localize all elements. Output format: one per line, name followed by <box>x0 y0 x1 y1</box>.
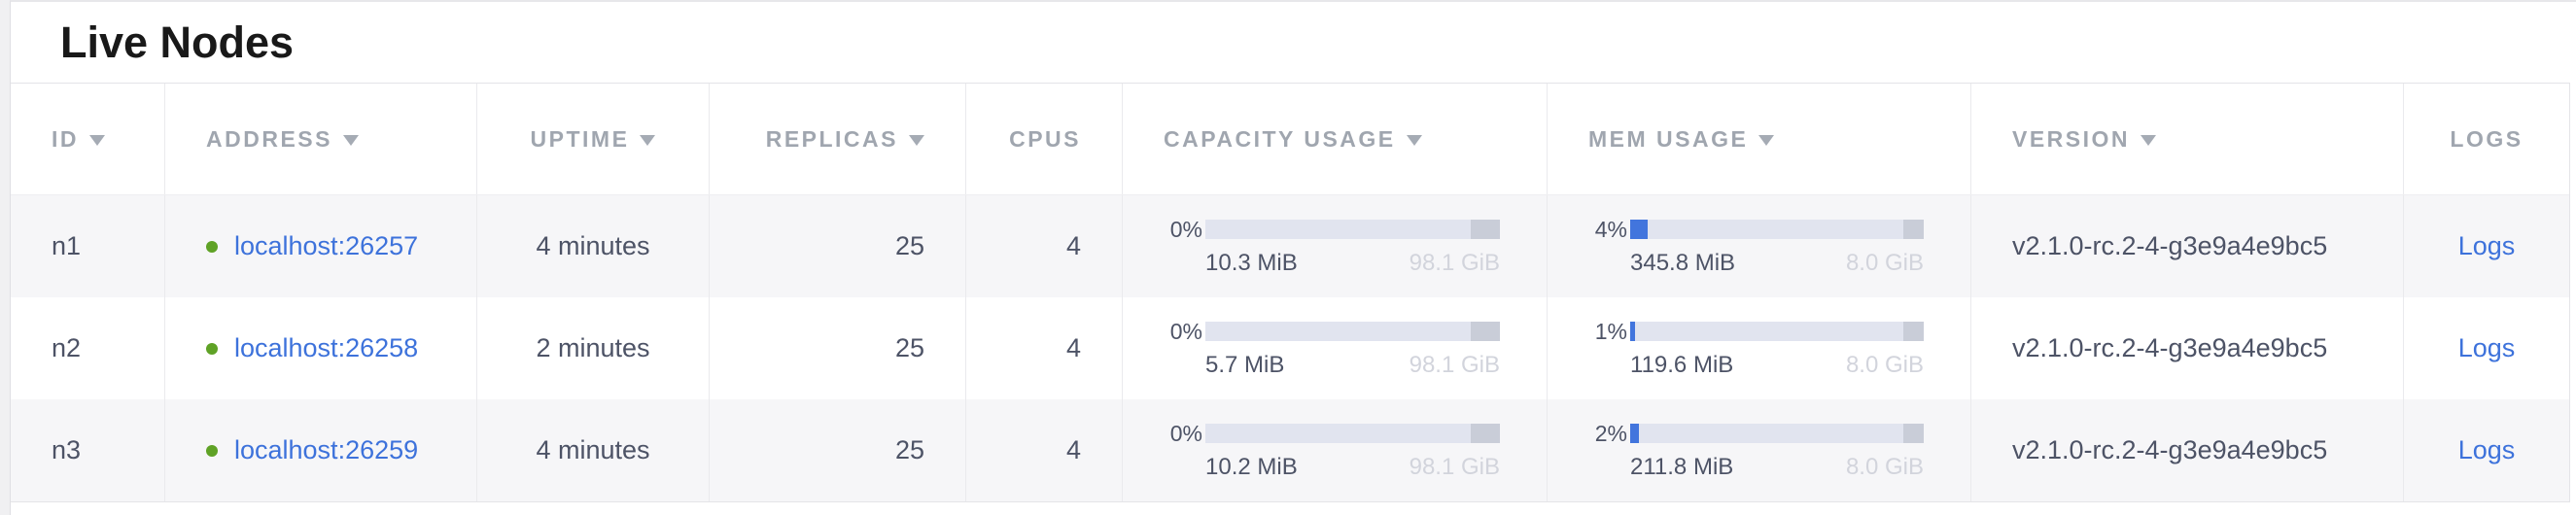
node-address-link[interactable]: localhost:26259 <box>234 435 419 464</box>
capacity-bar-other <box>1470 424 1500 443</box>
logs-link[interactable]: Logs <box>2457 333 2516 362</box>
capacity-percent: 0% <box>1169 420 1202 446</box>
replicas-cell: 25 <box>709 195 965 297</box>
column-header-version[interactable]: VERSION <box>1970 84 2403 194</box>
column-header-cpus: CPUS <box>965 84 1122 194</box>
mem-bar-fill <box>1630 424 1640 443</box>
mem-used-label: 211.8 MiB <box>1630 453 1734 480</box>
sort-arrow-icon <box>640 135 656 146</box>
live-nodes-table: ID ADDRESS UPTIME REPLICAS CPUS CAPACITY… <box>11 83 2570 502</box>
capacity-bar <box>1205 322 1500 341</box>
node-address-cell: localhost:26258 <box>164 297 476 399</box>
column-header-mem-usage[interactable]: MEM USAGE <box>1547 84 1970 194</box>
version-cell: v2.1.0-rc.2-4-g3e9a4e9bc5 <box>1970 297 2403 399</box>
capacity-total-label: 98.1 GiB <box>1409 249 1500 276</box>
sort-arrow-icon <box>1758 135 1775 146</box>
content-panel: Live Nodes ID ADDRESS UPTIME REPLICAS CP… <box>10 0 2576 515</box>
capacity-used-label: 10.3 MiB <box>1205 249 1298 276</box>
capacity-bar <box>1205 220 1500 239</box>
cpus-cell: 4 <box>965 297 1122 399</box>
table-row: n2 localhost:26258 2 minutes 25 4 0% <box>11 297 2569 399</box>
mem-percent: 1% <box>1594 318 1627 344</box>
node-address-link[interactable]: localhost:26257 <box>234 231 419 260</box>
mem-bar-other <box>1902 322 1924 341</box>
table-row: n1 localhost:26257 4 minutes 25 4 0% <box>11 195 2569 297</box>
node-id-cell: n1 <box>52 231 82 260</box>
mem-bar <box>1630 220 1924 239</box>
version-cell: v2.1.0-rc.2-4-g3e9a4e9bc5 <box>1970 399 2403 501</box>
mem-usage-cell: 2% 211.8 MiB 8.0 GiB <box>1547 399 1970 501</box>
table-row: n3 localhost:26259 4 minutes 25 4 0% <box>11 399 2569 501</box>
sort-arrow-icon <box>909 135 924 146</box>
capacity-usage-cell: 0% 10.3 MiB 98.1 GiB <box>1122 195 1547 297</box>
replicas-cell: 25 <box>709 297 965 399</box>
logs-cell: Logs <box>2403 399 2569 501</box>
column-header-logs: LOGS <box>2403 84 2569 194</box>
node-address-cell: localhost:26257 <box>164 195 476 297</box>
column-header-uptime[interactable]: UPTIME <box>476 84 709 194</box>
mem-bar-fill <box>1630 322 1635 341</box>
live-status-icon <box>206 240 218 253</box>
logs-cell: Logs <box>2403 195 2569 297</box>
uptime-cell: 2 minutes <box>476 297 709 399</box>
capacity-usage-cell: 0% 5.7 MiB 98.1 GiB <box>1122 297 1547 399</box>
node-address-link[interactable]: localhost:26258 <box>234 333 419 362</box>
live-status-icon <box>206 342 218 355</box>
replicas-cell: 25 <box>709 399 965 501</box>
node-address-cell: localhost:26259 <box>164 399 476 501</box>
mem-total-label: 8.0 GiB <box>1845 351 1924 378</box>
logs-link[interactable]: Logs <box>2457 435 2516 464</box>
sort-arrow-icon <box>342 135 359 146</box>
mem-total-label: 8.0 GiB <box>1845 453 1924 480</box>
node-id-cell: n2 <box>52 333 82 362</box>
live-status-icon <box>206 444 218 457</box>
cpus-cell: 4 <box>965 399 1122 501</box>
title-bar: Live Nodes <box>11 2 2576 83</box>
column-header-id[interactable]: ID <box>11 84 164 194</box>
logs-cell: Logs <box>2403 297 2569 399</box>
capacity-percent: 0% <box>1169 318 1202 344</box>
mem-percent: 2% <box>1594 420 1627 446</box>
capacity-percent: 0% <box>1169 216 1202 242</box>
column-header-address[interactable]: ADDRESS <box>164 84 476 194</box>
mem-total-label: 8.0 GiB <box>1845 249 1924 276</box>
capacity-bar-other <box>1470 322 1500 341</box>
sort-arrow-icon <box>1406 135 1422 146</box>
version-cell: v2.1.0-rc.2-4-g3e9a4e9bc5 <box>1970 195 2403 297</box>
mem-bar-other <box>1902 220 1924 239</box>
node-id-cell: n3 <box>52 435 82 464</box>
mem-usage-cell: 4% 345.8 MiB 8.0 GiB <box>1547 195 1970 297</box>
logs-link[interactable]: Logs <box>2457 231 2516 260</box>
sort-arrow-icon <box>2141 135 2157 146</box>
cpus-cell: 4 <box>965 195 1122 297</box>
uptime-cell: 4 minutes <box>476 195 709 297</box>
capacity-bar <box>1205 424 1500 443</box>
capacity-total-label: 98.1 GiB <box>1409 453 1500 480</box>
mem-used-label: 119.6 MiB <box>1630 351 1734 378</box>
capacity-used-label: 10.2 MiB <box>1205 453 1298 480</box>
mem-percent: 4% <box>1594 216 1627 242</box>
table-header-row: ID ADDRESS UPTIME REPLICAS CPUS CAPACITY… <box>11 84 2569 195</box>
mem-bar-fill <box>1630 220 1649 239</box>
column-header-replicas[interactable]: REPLICAS <box>709 84 965 194</box>
uptime-cell: 4 minutes <box>476 399 709 501</box>
capacity-total-label: 98.1 GiB <box>1409 351 1500 378</box>
page-title: Live Nodes <box>60 17 295 67</box>
mem-used-label: 345.8 MiB <box>1630 249 1736 276</box>
capacity-bar-other <box>1470 220 1500 239</box>
capacity-usage-cell: 0% 10.2 MiB 98.1 GiB <box>1122 399 1547 501</box>
mem-bar <box>1630 322 1924 341</box>
mem-usage-cell: 1% 119.6 MiB 8.0 GiB <box>1547 297 1970 399</box>
capacity-used-label: 5.7 MiB <box>1205 351 1285 378</box>
mem-bar <box>1630 424 1924 443</box>
column-header-capacity-usage[interactable]: CAPACITY USAGE <box>1122 84 1547 194</box>
sort-arrow-icon <box>89 135 105 146</box>
mem-bar-other <box>1902 424 1924 443</box>
